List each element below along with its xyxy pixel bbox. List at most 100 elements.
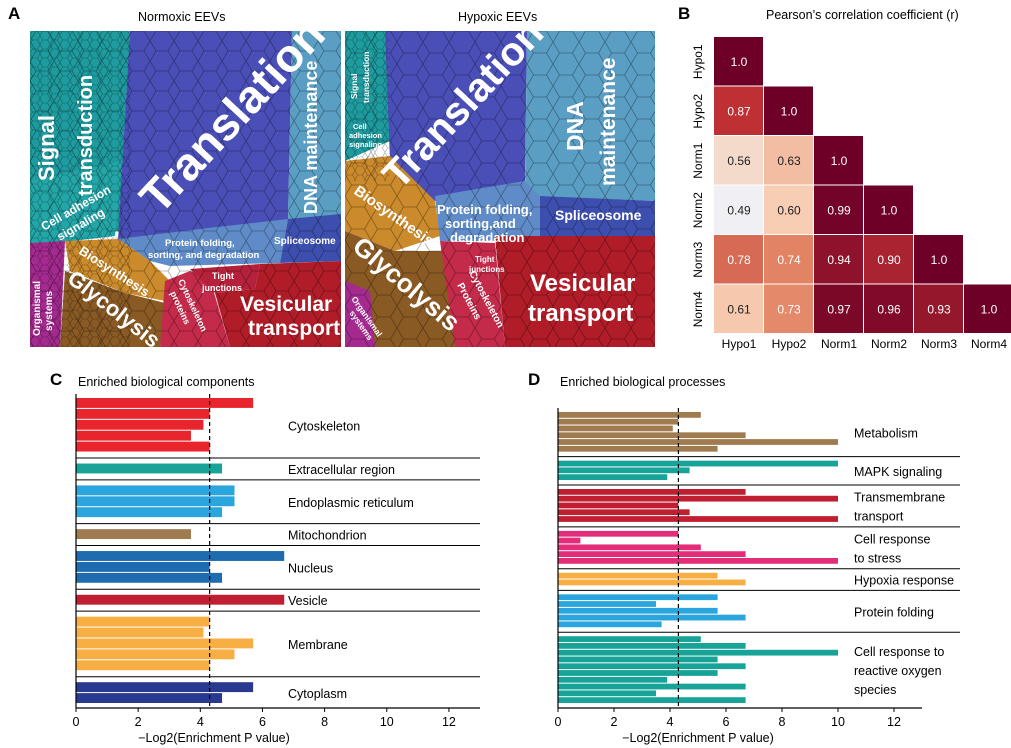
- heatmap-value: 0.49: [727, 203, 751, 217]
- label-organismal-n: Organismal: [32, 281, 43, 336]
- heatmap-value: 0.56: [727, 154, 751, 168]
- label-systems-n: systems: [44, 291, 55, 331]
- heatmap-row-label: Norm3: [691, 241, 705, 277]
- x-tick-label: 2: [611, 715, 618, 729]
- x-tick-label: 10: [380, 715, 394, 729]
- category-label: MAPK signaling: [854, 465, 942, 479]
- bar-chart-title: Enriched biological components: [78, 375, 255, 389]
- x-tick-label: 4: [667, 715, 674, 729]
- bar: [558, 544, 701, 551]
- bar: [558, 467, 690, 474]
- bar: [76, 561, 210, 572]
- label-vesicular-n1: Vesicular: [240, 293, 332, 316]
- heatmap-cell: [714, 235, 763, 284]
- bar: [558, 636, 701, 642]
- bar: [558, 594, 718, 601]
- bar: [558, 412, 701, 418]
- heatmap-row-label: Norm4: [691, 291, 705, 327]
- bar: [558, 530, 679, 537]
- heatmap-row-label: Hypo1: [691, 44, 705, 79]
- label-signal-h1: Signal: [349, 73, 359, 99]
- heatmap-value: 0.87: [727, 104, 751, 118]
- x-axis-label: −Log2(Enrichment P value): [138, 731, 290, 745]
- bar: [558, 697, 746, 703]
- bar: [76, 616, 210, 627]
- bar: [558, 643, 746, 649]
- heatmap-value: 1.0: [731, 55, 748, 69]
- bar: [76, 638, 254, 649]
- hypoxic-title: Hypoxic EEVs: [458, 10, 538, 24]
- heatmap-value: 1.0: [781, 104, 798, 118]
- heatmap-cell: [714, 185, 763, 234]
- heatmap-value: 0.60: [777, 203, 801, 217]
- heatmap-value: 1.0: [831, 154, 848, 168]
- bar: [76, 463, 223, 474]
- label-spliceosome-n: Spliceosome: [274, 236, 336, 247]
- bar: [76, 529, 191, 540]
- category-label: Extracellular region: [288, 463, 395, 477]
- x-tick-label: 0: [73, 715, 80, 729]
- category-label: Transmembrane: [854, 490, 945, 504]
- bar: [558, 558, 838, 564]
- category-label: Metabolism: [854, 426, 918, 440]
- x-tick-label: 6: [723, 715, 730, 729]
- label-cell-adhesion-h3: signaling: [349, 140, 382, 149]
- heatmap-cell: [864, 284, 913, 333]
- x-tick-label: 8: [321, 715, 328, 729]
- category-label: to stress: [854, 551, 901, 565]
- bar: [76, 496, 235, 507]
- bar: [558, 690, 656, 697]
- heatmap-cell: [714, 136, 763, 185]
- label-cell-adhesion-h2: adhesion: [349, 131, 382, 140]
- heatmap-cell: [714, 284, 763, 333]
- bar: [76, 551, 285, 561]
- components-bar-chart: Enriched biological components Cytoskelet…: [73, 375, 480, 745]
- bar: [76, 693, 223, 703]
- heatmap-row-label: Hypo2: [691, 94, 705, 129]
- heatmap-cell: [914, 284, 963, 333]
- bar: [76, 441, 210, 452]
- bar: [558, 649, 838, 656]
- heatmap-cell: [864, 235, 913, 284]
- bar: [558, 495, 838, 502]
- bar: [76, 430, 191, 441]
- label-tight-n2: junctions: [201, 283, 242, 293]
- heatmap-value: 0.94: [827, 253, 851, 267]
- heatmap-cell: [814, 185, 863, 234]
- heatmap-cell: [814, 284, 863, 333]
- bar: [76, 594, 285, 605]
- category-label: transport: [854, 509, 904, 523]
- bar: [558, 432, 746, 439]
- bar: [558, 425, 673, 432]
- label-protein-folding-h2: sorting,and: [445, 216, 516, 231]
- heatmap-cell: [764, 284, 813, 333]
- heatmap-col-label: Norm4: [971, 337, 1007, 351]
- x-tick-label: 8: [779, 715, 786, 729]
- label-protein-folding-h1: Protein folding,: [437, 202, 532, 217]
- heatmap-cell: [814, 136, 863, 185]
- bar: [558, 537, 581, 544]
- bar: [76, 485, 235, 496]
- label-dna-h2: maintenance: [597, 58, 620, 186]
- label-signal-n: Signal: [34, 115, 59, 181]
- category-label: Endoplasmic reticulum: [288, 496, 414, 510]
- bar: [558, 502, 679, 509]
- heatmap-cell: [914, 235, 963, 284]
- heatmap-cell: [764, 235, 813, 284]
- heatmap-value: 0.97: [827, 302, 851, 316]
- bar: [76, 398, 254, 408]
- category-label: reactive oxygen: [854, 664, 942, 678]
- category-label: Hypoxia response: [854, 574, 954, 588]
- category-label: Protein folding: [854, 605, 934, 619]
- bar: [558, 656, 718, 663]
- label-vesicular-h2: transport: [528, 300, 633, 327]
- heatmap-cell: [814, 235, 863, 284]
- label-signal-h2: transduction: [361, 52, 371, 103]
- hypoxic-treemap: Signal transduction Cell adhesion signal…: [345, 31, 655, 347]
- heatmap-value: 0.74: [777, 253, 801, 267]
- bar: [76, 419, 204, 430]
- bar: [558, 683, 746, 690]
- category-label: Nucleus: [288, 561, 333, 575]
- label-tight-n1: Tight: [212, 271, 234, 281]
- heatmap-cell: [864, 185, 913, 234]
